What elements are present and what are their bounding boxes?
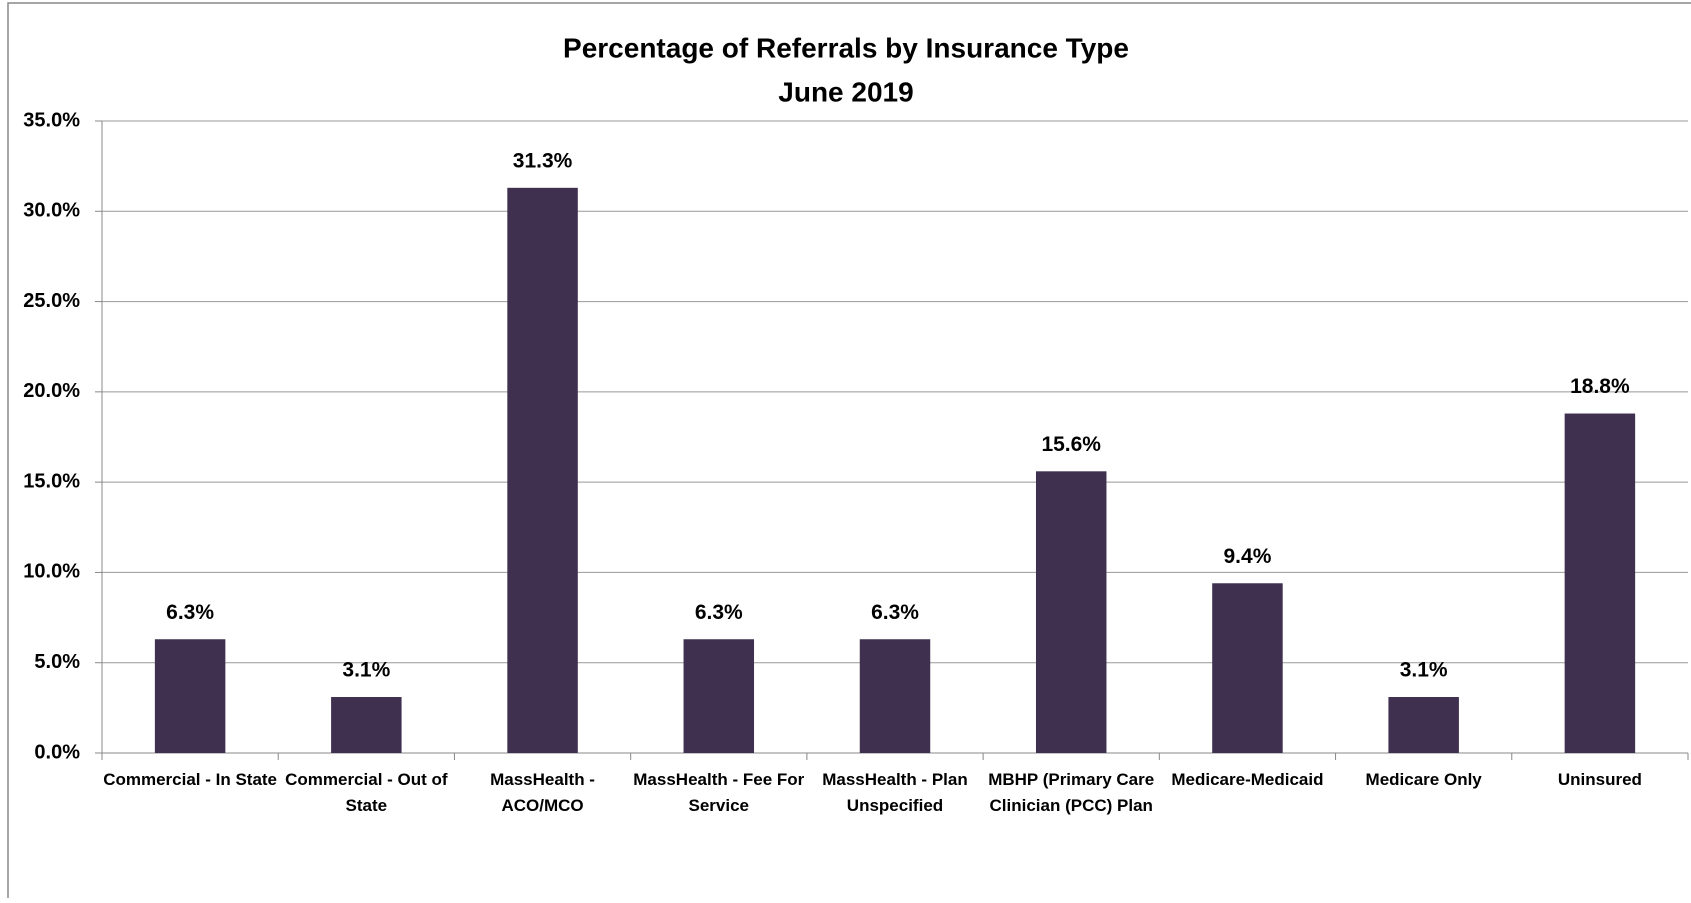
x-tick-label: MBHP (Primary Care Clinician (PCC) Plan — [988, 770, 1155, 815]
bar — [1388, 697, 1459, 753]
x-tick-label: MassHealth - Plan Unspecified — [822, 770, 968, 815]
x-tick-label: Commercial - Out of State — [285, 770, 448, 815]
y-tick-label: 0.0% — [34, 741, 80, 763]
bar — [1564, 413, 1636, 753]
y-tick-label: 10.0% — [23, 561, 80, 583]
data-label: 6.3% — [695, 601, 743, 624]
chart-subtitle: June 2019 — [778, 76, 913, 107]
x-tick-label-box: MassHealth - ACO/MCO — [490, 770, 595, 815]
bar — [154, 639, 226, 753]
x-tick-label-box: Commercial - In State — [103, 770, 278, 789]
y-tick-label: 30.0% — [23, 200, 80, 222]
bar — [683, 639, 755, 753]
x-tick-label: MassHealth - ACO/MCO — [490, 770, 595, 815]
y-tick-label: 35.0% — [23, 109, 80, 131]
bar — [859, 639, 931, 753]
x-tick-label-box: Medicare Only — [1365, 770, 1482, 789]
data-label: 15.6% — [1041, 433, 1101, 456]
x-tick-label: MassHealth - Fee For Service — [633, 770, 805, 815]
bar — [1035, 471, 1107, 753]
x-tick-label-box: Commercial - Out of State — [285, 770, 448, 815]
data-label: 31.3% — [513, 149, 573, 172]
chart-title: Percentage of Referrals by Insurance Typ… — [563, 32, 1129, 63]
x-tick-label: Medicare Only — [1365, 770, 1482, 789]
bar — [507, 187, 578, 754]
data-label: 3.1% — [342, 659, 390, 682]
data-label: 6.3% — [166, 601, 214, 624]
x-tick-label-box: MassHealth - Plan Unspecified — [822, 770, 968, 815]
chart-border — [7, 2, 1691, 903]
x-tick-label: Medicare-Medicaid — [1171, 770, 1324, 789]
y-tick-label: 25.0% — [23, 290, 80, 312]
x-tick-label-box: MassHealth - Fee For Service — [633, 770, 805, 815]
x-tick-label: Uninsured — [1557, 770, 1642, 789]
bar — [1212, 583, 1283, 753]
bar — [331, 697, 402, 753]
x-tick-label-box: MBHP (Primary Care Clinician (PCC) Plan — [988, 770, 1155, 815]
y-tick-label: 20.0% — [23, 380, 80, 402]
data-label: 3.1% — [1400, 659, 1448, 682]
x-tick-label-box: Uninsured — [1557, 770, 1642, 789]
x-tick-label-box: Medicare-Medicaid — [1171, 770, 1324, 789]
x-tick-label: Commercial - In State — [103, 770, 278, 789]
data-label: 18.8% — [1570, 375, 1630, 398]
data-label: 9.4% — [1224, 545, 1272, 568]
y-tick-label: 5.0% — [34, 651, 80, 673]
y-tick-label: 15.0% — [23, 470, 80, 492]
data-label: 6.3% — [871, 601, 919, 624]
